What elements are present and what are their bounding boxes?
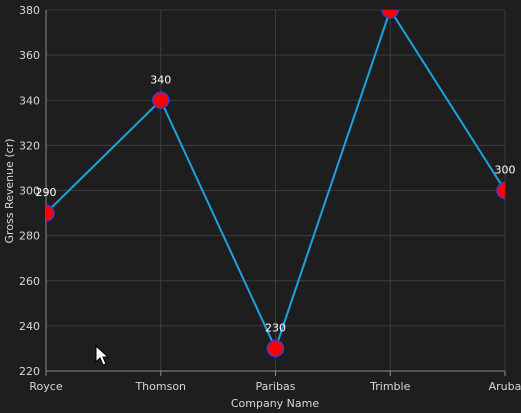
- y-tick-label: 240: [19, 320, 40, 333]
- y-tick-label: 380: [19, 4, 40, 17]
- x-tick-label: Aruba: [489, 380, 521, 393]
- x-axis-title: Company Name: [231, 397, 320, 410]
- mouse-cursor-icon: [95, 344, 110, 366]
- y-tick-label: 260: [19, 275, 40, 288]
- data-point-marker[interactable]: [38, 204, 55, 222]
- y-tick-label: 280: [19, 230, 40, 243]
- y-tick-label: 360: [19, 49, 40, 62]
- y-axis-title: Gross Revenue (cr): [3, 138, 16, 243]
- y-tick-label: 340: [19, 94, 40, 107]
- grid-layer: [45, 9, 506, 372]
- data-value-label: 230: [265, 321, 286, 334]
- y-tick-label: 320: [19, 139, 40, 152]
- data-point-marker[interactable]: [152, 91, 170, 109]
- y-tick-label: 220: [19, 365, 40, 378]
- x-tick-label: Paribas: [256, 380, 296, 393]
- plot-area: [38, 2, 513, 358]
- x-tick-label: Thomson: [134, 380, 186, 393]
- x-tick-label: Trimble: [369, 380, 410, 393]
- data-point-marker[interactable]: [381, 2, 399, 19]
- data-value-label: 290: [36, 186, 57, 199]
- axis-layer: 220 240 260 280 300 320 340 360 380 Royce Thomson P…: [19, 4, 521, 393]
- data-value-label: 340: [150, 73, 171, 86]
- data-label-layer: 290340230380300: [36, 73, 516, 334]
- data-value-label: 300: [495, 164, 516, 177]
- y-tick-label: 300: [19, 185, 40, 198]
- x-tick-label: Royce: [29, 380, 62, 393]
- data-point-marker[interactable]: [266, 339, 285, 358]
- data-point-marker[interactable]: [496, 181, 513, 200]
